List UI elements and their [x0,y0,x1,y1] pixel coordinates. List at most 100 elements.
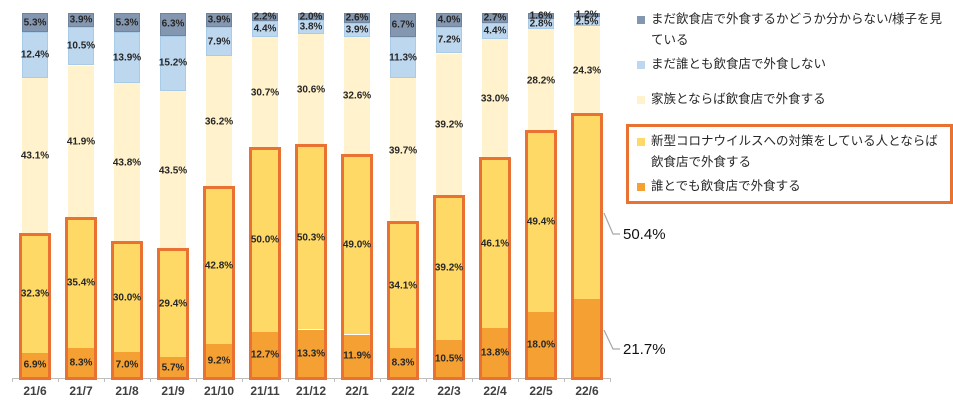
legend-label-covid-precautions: 新型コロナウイルスへの対策をしている人とならば飲食店で外食する [651,134,938,169]
bar-segment [160,12,186,36]
bar-segment [114,242,140,353]
bar-segment [68,218,94,348]
bar-value-label: 2.5% [575,16,599,28]
bar-value-label: 12.4% [20,49,50,61]
highlight-outline [387,221,419,380]
highlight-outline [157,247,189,380]
bar-segment [22,77,48,235]
x-axis-tick [426,378,427,382]
bar-segment [298,34,324,146]
bar-segment [252,37,278,150]
bar-segment [114,32,140,83]
x-axis-tick [288,378,289,382]
bar-value-label: 2.7% [483,12,507,24]
x-axis-label: 21/6 [23,384,47,398]
bar-segment [574,26,600,115]
bar-value-label: 50.0% [250,234,280,246]
bar-value-label: 41.9% [66,136,96,148]
bar-value-label: 3.9% [69,14,93,26]
bar-segment [344,36,370,156]
x-axis-label: 22/5 [529,384,553,398]
bar-value-label: 32.3% [20,288,50,300]
bar-segment [114,352,140,378]
x-axis-label: 21/11 [250,384,280,398]
bar-segment [160,249,186,358]
bar-value-label: 4.4% [253,23,277,35]
legend-swatch-family-only [637,96,645,104]
bar-value-label: 3.8% [299,21,323,33]
plot-area: 5.3% 12.4% 43.1% 32.3% 6.9% 21/6 3.9% 10.5% 41.9… [12,9,611,398]
highlight-outline [433,194,465,380]
bar-segment [298,329,324,378]
bar-value-label: 8.3% [69,357,93,369]
bar-segment [390,223,416,348]
bar-value-label: 11.3% [389,52,417,64]
x-axis-label: 22/6 [575,384,599,398]
x-axis-label: 22/1 [345,384,369,398]
bar-segment [482,13,508,23]
x-axis-label: 21/12 [295,384,327,398]
bar-value-label: 43.5% [158,165,188,176]
highlight-outline [571,112,603,380]
bar-segment [252,13,278,21]
bar-value-label: 5.3% [115,17,139,29]
bar-segment [206,13,232,28]
bar-value-label: 3.9% [207,14,231,26]
bar-segment [344,13,370,23]
bar-value-label: 43.1% [20,150,50,162]
bar-segment [436,27,462,54]
x-axis-tick [104,378,105,382]
bar-value-label: 2.8% [529,18,553,30]
bar-segment [482,38,508,160]
bar-segment [68,27,94,66]
bar-value-label: 8.3% [391,357,415,369]
bar-segment [528,312,554,378]
bar-segment [574,17,600,27]
bar-value-label: 3.9% [345,24,369,36]
bar-value-label: 33.0% [480,93,510,105]
bar-value-label: 24.3% [572,65,602,76]
legend-label-anyone: 誰とでも飲食店で外食する [651,179,801,193]
bar-value-label: 39.7% [388,145,418,157]
bar-segment [344,155,370,335]
bar-value-label: 9.2% [207,355,231,367]
x-axis-label: 21/7 [69,384,93,398]
x-axis-label: 21/9 [161,384,185,398]
x-axis-label: 21/10 [203,384,235,398]
bar-value-label: 11.9% [343,350,371,362]
bar-value-label: 46.1% [480,238,510,249]
x-axis-tick [334,378,335,382]
bar-segment [298,20,324,35]
bar-segment [68,65,94,219]
bar-segment [390,78,416,224]
bar-segment [574,114,600,299]
highlight-outline [203,186,235,380]
bar-value-label: 30.7% [250,87,280,99]
bar-value-label: 13.8% [480,347,510,359]
bar-value-label: 1.6% [529,10,553,22]
bar-value-label: 7.9% [207,36,231,48]
bar-segment [344,22,370,37]
bar-segment [206,56,232,189]
bar-value-label: 39.2% [434,119,464,131]
highlight-outline [249,147,281,380]
bar-segment [436,12,462,28]
bar-segment [68,13,94,28]
bar-segment [482,159,508,328]
callout-value-yellow: 50.4% [623,226,666,243]
bar-value-label: 5.3% [23,17,47,29]
x-axis-label: 22/2 [391,384,415,398]
bar-value-label: 50.3% [296,232,326,244]
legend-item-covid-precautions: 新型コロナウイルスへの対策をしている人とならば飲食店で外食する [637,131,944,173]
bar-segment [528,29,554,132]
bar-value-label: 30.6% [296,84,326,96]
bar-segment [252,21,278,38]
bar-value-label: 35.4% [66,277,96,289]
x-axis-label: 22/4 [483,384,507,398]
bar-value-label: 49.0% [342,239,372,251]
bar-segment [528,132,554,313]
x-axis-label: 22/3 [437,384,461,398]
bar-value-label: 13.3% [296,348,326,360]
bar-segment [22,13,48,33]
bar-value-label: 28.2% [526,75,556,86]
